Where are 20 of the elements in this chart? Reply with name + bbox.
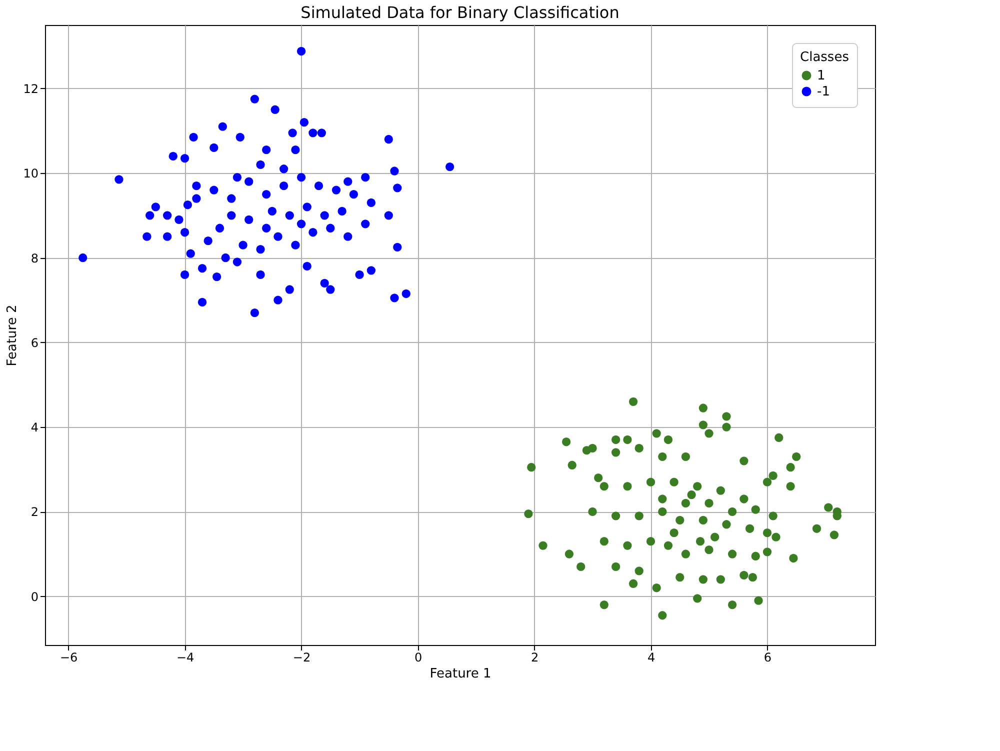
x-tick-label: 2 [530, 650, 539, 664]
y-tick-label: 0 [30, 590, 38, 604]
y-tick-label: 4 [30, 420, 38, 435]
x-tick-label: −2 [292, 650, 311, 664]
legend-title: Classes [800, 50, 850, 65]
y-tick-label: 2 [30, 505, 38, 520]
x-tick-label: 6 [764, 650, 772, 664]
x-tick-label: −4 [176, 650, 194, 664]
legend-label: 1 [817, 68, 826, 84]
chart-title: Simulated Data for Binary Classification [300, 3, 620, 22]
y-tick-label: 6 [30, 336, 38, 350]
x-tick-label: −6 [60, 650, 78, 664]
x-tick-label: 0 [414, 650, 422, 664]
y-tick-label: 12 [23, 82, 38, 96]
x-tick-label: 4 [647, 650, 656, 664]
y-tick-label: 10 [23, 166, 38, 181]
y-tick-label: 8 [30, 251, 38, 266]
x-axis-title: Feature 1 [430, 666, 492, 682]
y-axis-title: Feature 2 [5, 304, 20, 366]
legend-label: -1 [817, 84, 830, 100]
